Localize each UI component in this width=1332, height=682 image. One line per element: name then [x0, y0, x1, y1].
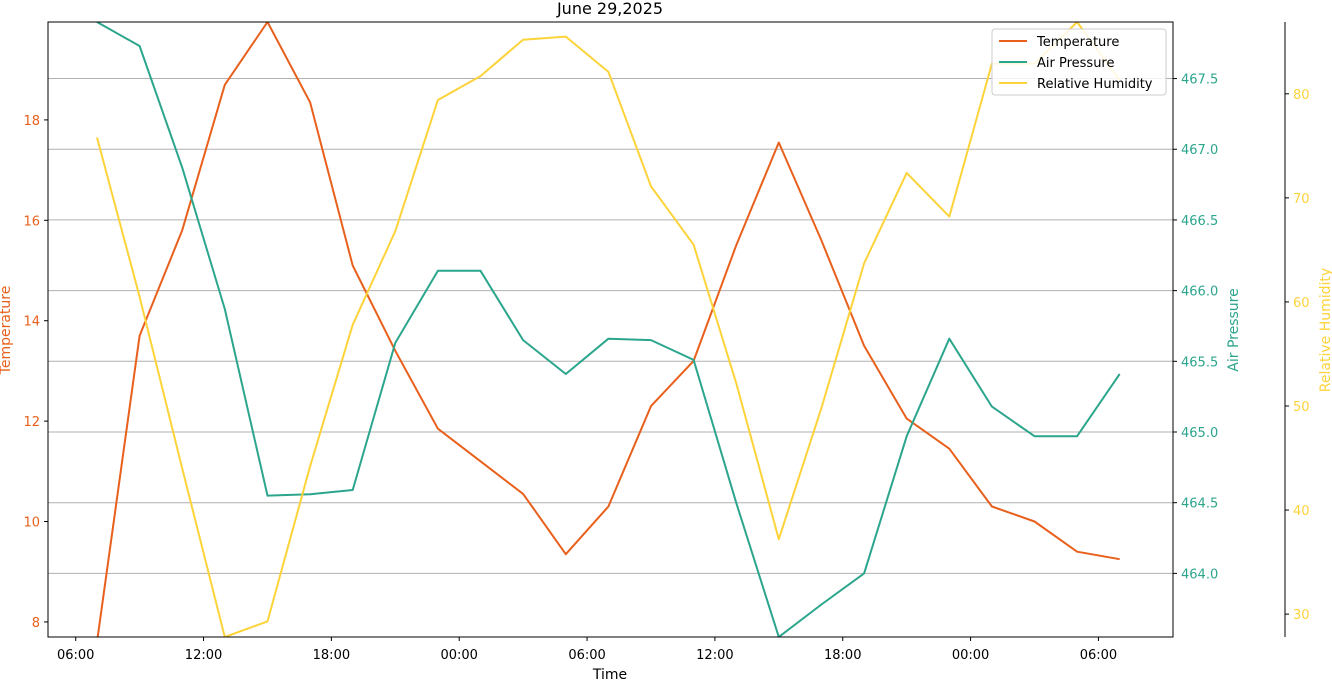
- x-tick-label: 18:00: [824, 648, 861, 663]
- legend-box: [991, 28, 1167, 96]
- x-tick-label: 06:00: [57, 648, 94, 663]
- humidity-axis-ticks: 30 40 50 60 70 80: [1285, 88, 1310, 623]
- relative-humidity-line: [96, 22, 1121, 637]
- pressure-tick-label: 464.5: [1181, 497, 1218, 512]
- humidity-tick-label: 40: [1293, 504, 1310, 519]
- x-tick-label: 06:00: [568, 648, 605, 663]
- temperature-axis-ticks: 8 10 12 14 16 18: [23, 114, 48, 631]
- x-tick-label: 18:00: [313, 648, 350, 663]
- chart-title: June 29,2025: [556, 0, 663, 18]
- humidity-tick-label: 50: [1293, 400, 1310, 415]
- humidity-tick-label: 70: [1293, 192, 1310, 207]
- temperature-tick-label: 10: [23, 516, 40, 531]
- pressure-tick-label: 466.0: [1181, 285, 1218, 300]
- x-tick-label: 12:00: [696, 648, 733, 663]
- pressure-tick-label: 465.5: [1181, 355, 1218, 370]
- pressure-tick-label: 465.0: [1181, 426, 1218, 441]
- humidity-axis-label: Relative Humidity: [1318, 268, 1332, 392]
- pressure-axis-label: Air Pressure: [1226, 288, 1242, 371]
- x-tick-label: 00:00: [952, 648, 989, 663]
- plot-area-frame: [47, 21, 1174, 638]
- pressure-axis-ticks: 464.0 464.5 465.0 465.5 466.0 466.5 467.0 467.5: [1173, 73, 1218, 582]
- x-axis-ticks: 06:00 12:00 18:00 00:00 06:00 12:00 18:00 00:00…: [57, 637, 1117, 663]
- temperature-tick-label: 16: [23, 214, 40, 229]
- temperature-line: [96, 22, 1120, 637]
- temperature-tick-label: 14: [23, 315, 40, 330]
- air-pressure-line: [96, 22, 1121, 637]
- temperature-axis-label: Temperature: [0, 286, 14, 376]
- legend-label-temperature: Temperature: [1036, 35, 1119, 50]
- x-tick-label: 00:00: [440, 648, 477, 663]
- x-tick-label: 12:00: [185, 648, 222, 663]
- grid-lines: [48, 78, 1173, 574]
- humidity-tick-label: 60: [1293, 296, 1310, 311]
- x-axis-label: Time: [592, 667, 627, 682]
- legend-label-relative-humidity: Relative Humidity: [1037, 77, 1153, 92]
- x-tick-label: 06:00: [1080, 648, 1117, 663]
- pressure-tick-label: 464.0: [1181, 567, 1218, 582]
- temperature-tick-label: 18: [23, 114, 40, 129]
- pressure-tick-label: 466.5: [1181, 214, 1218, 229]
- temperature-tick-label: 12: [23, 415, 40, 430]
- humidity-tick-label: 80: [1293, 88, 1310, 103]
- series-lines: [96, 22, 1121, 637]
- legend-label-air-pressure: Air Pressure: [1037, 56, 1115, 71]
- pressure-tick-label: 467.5: [1181, 73, 1218, 88]
- humidity-tick-label: 30: [1293, 608, 1310, 623]
- pressure-tick-label: 467.0: [1181, 143, 1218, 158]
- legend: Temperature Air Pressure Relative Humidi…: [991, 28, 1167, 96]
- temperature-tick-label: 8: [32, 616, 40, 631]
